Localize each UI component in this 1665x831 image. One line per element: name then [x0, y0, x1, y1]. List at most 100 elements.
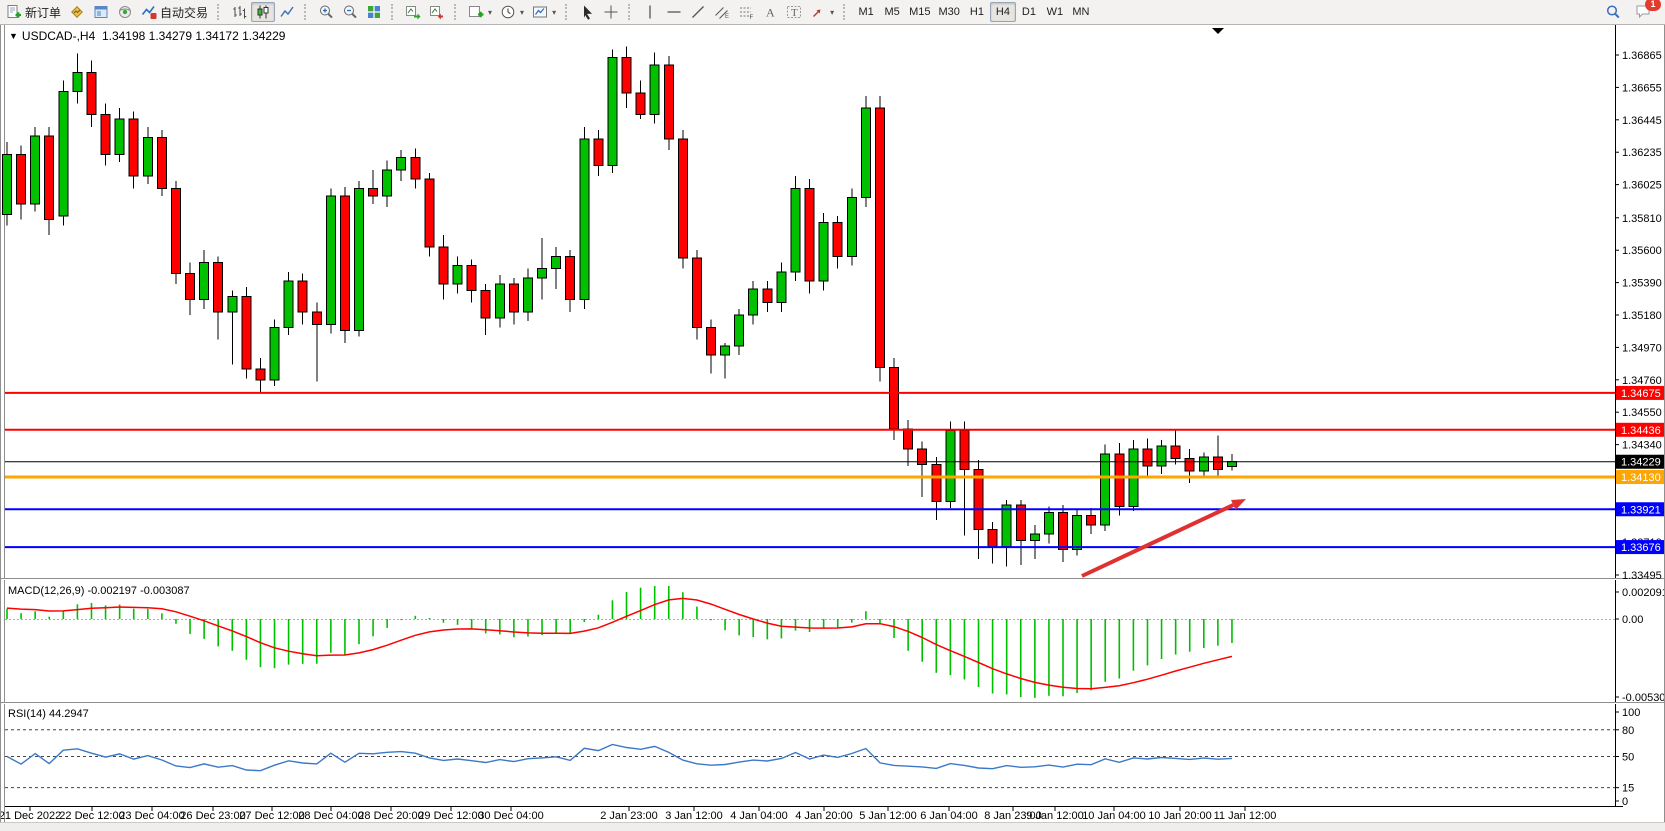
new-order-icon [6, 4, 22, 20]
zoom-out-button[interactable] [338, 2, 362, 22]
trendline-button[interactable] [686, 2, 710, 22]
new-order-label: 新订单 [25, 5, 62, 20]
auto-trading-button[interactable]: 自动交易 [137, 2, 212, 22]
candle-down [1114, 453, 1125, 507]
svg-text:A: A [766, 6, 775, 20]
timeframe-button-H1[interactable]: H1 [964, 2, 990, 22]
candle-up [325, 195, 336, 325]
timeframe-button-H4[interactable]: H4 [989, 2, 1016, 22]
candle-down [565, 255, 576, 301]
candle-down [593, 138, 604, 166]
candle-down [987, 528, 998, 547]
candle-up [199, 262, 210, 301]
chart-title: ▼ USDCAD-,H4 1.34198 1.34279 1.34172 1.34… [9, 29, 285, 43]
trend-arrow[interactable] [1081, 499, 1246, 578]
svg-text:1.34436: 1.34436 [1621, 425, 1661, 437]
candle-down [480, 289, 491, 319]
tile-windows-button[interactable] [362, 2, 386, 22]
bar-chart-button[interactable] [227, 2, 251, 22]
candle-down [1058, 512, 1068, 551]
candle-down [1212, 456, 1223, 470]
svg-text:50: 50 [1622, 752, 1634, 764]
candle-down [663, 64, 674, 140]
candle-down [1142, 448, 1153, 467]
svg-text:E: E [725, 14, 729, 20]
candlestick-chart-button[interactable] [251, 2, 276, 22]
candle-up [283, 280, 294, 328]
candle-down [100, 113, 111, 156]
label-button[interactable]: T [782, 2, 806, 22]
svg-text:11 Jan 12:00: 11 Jan 12:00 [1214, 810, 1277, 822]
svg-text:T: T [791, 7, 798, 19]
svg-text:21 Dec 2022: 21 Dec 2022 [0, 810, 61, 822]
macd-signal-line [6, 597, 1233, 690]
chart-shift-button[interactable] [425, 2, 449, 22]
market-watch-button[interactable] [65, 2, 89, 22]
timeframe-button-W1[interactable]: W1 [1042, 2, 1068, 22]
vertical-line-button[interactable] [638, 2, 662, 22]
candle-down [86, 72, 97, 115]
periods-button[interactable]: ▾ [496, 2, 528, 22]
candle-down [1015, 504, 1026, 541]
svg-text:30 Dec 04:00: 30 Dec 04:00 [478, 810, 543, 822]
dropdown-caret: ▾ [520, 7, 525, 17]
line-chart-button[interactable] [275, 2, 299, 22]
timeframe-button-M30[interactable]: M30 [935, 2, 964, 22]
candle-up [776, 271, 787, 304]
shapes-button[interactable]: ▾ [806, 2, 838, 22]
channel-button[interactable]: E [710, 2, 734, 22]
candle-up [382, 169, 393, 197]
candle-up [1198, 456, 1209, 472]
zoom-in-button[interactable] [314, 2, 338, 22]
new-order-button[interactable]: 新订单 [2, 2, 65, 22]
svg-text:2 Jan 23:00: 2 Jan 23:00 [600, 810, 658, 822]
dropdown-caret: ▾ [830, 7, 835, 17]
svg-text:-0.005303: -0.005303 [1622, 692, 1665, 704]
crosshair-button[interactable] [599, 2, 623, 22]
candle-down [128, 118, 139, 177]
text-a-icon: A [762, 4, 778, 20]
candle-down [311, 311, 322, 325]
price-badge: 1.34675 [1616, 385, 1665, 400]
timeframe-button-MN[interactable]: MN [1068, 2, 1094, 22]
fibonacci-icon: F [738, 4, 754, 20]
add-indicator-icon [468, 4, 484, 20]
candle-down [832, 221, 843, 257]
candle-up [790, 187, 801, 273]
chart-shift-icon [429, 4, 445, 20]
candle-up [2, 154, 12, 216]
auto-scroll-button[interactable] [401, 2, 425, 22]
candle-down [297, 280, 308, 313]
timeframe-button-D1[interactable]: D1 [1016, 2, 1042, 22]
dropdown-caret: ▾ [552, 7, 557, 17]
indicators-button[interactable]: ▾ [464, 2, 496, 22]
chart-shift-marker[interactable] [1212, 28, 1224, 34]
candle-up [537, 268, 548, 279]
horizontal-line-button[interactable] [662, 2, 686, 22]
svg-text:28 Dec 20:00: 28 Dec 20:00 [358, 810, 423, 822]
timeframe-button-M5[interactable]: M5 [879, 2, 905, 22]
clock-icon [500, 4, 516, 20]
candle-down [762, 288, 773, 304]
candlestick-chart-icon [255, 4, 271, 20]
cursor-icon [579, 4, 595, 20]
candle-up [452, 265, 463, 285]
cursor-button[interactable] [575, 2, 599, 22]
timeframe-button-M15[interactable]: M15 [905, 2, 934, 22]
svg-text:1.36655: 1.36655 [1622, 82, 1662, 94]
text-button[interactable]: A [758, 2, 782, 22]
templates-button[interactable]: ▾ [528, 2, 560, 22]
search-button[interactable] [1601, 2, 1625, 22]
fibonacci-button[interactable]: F [734, 2, 758, 22]
svg-text:1.34550: 1.34550 [1622, 407, 1662, 419]
candle-down [508, 283, 519, 313]
candle-up [720, 345, 731, 356]
candle-up [269, 326, 280, 381]
channel-icon: E [714, 4, 730, 20]
candle-down [903, 428, 914, 450]
terminal-button[interactable] [113, 2, 137, 22]
timeframe-button-M1[interactable]: M1 [853, 2, 879, 22]
auto-trading-label: 自动交易 [160, 5, 209, 20]
navigator-button[interactable] [89, 2, 113, 22]
